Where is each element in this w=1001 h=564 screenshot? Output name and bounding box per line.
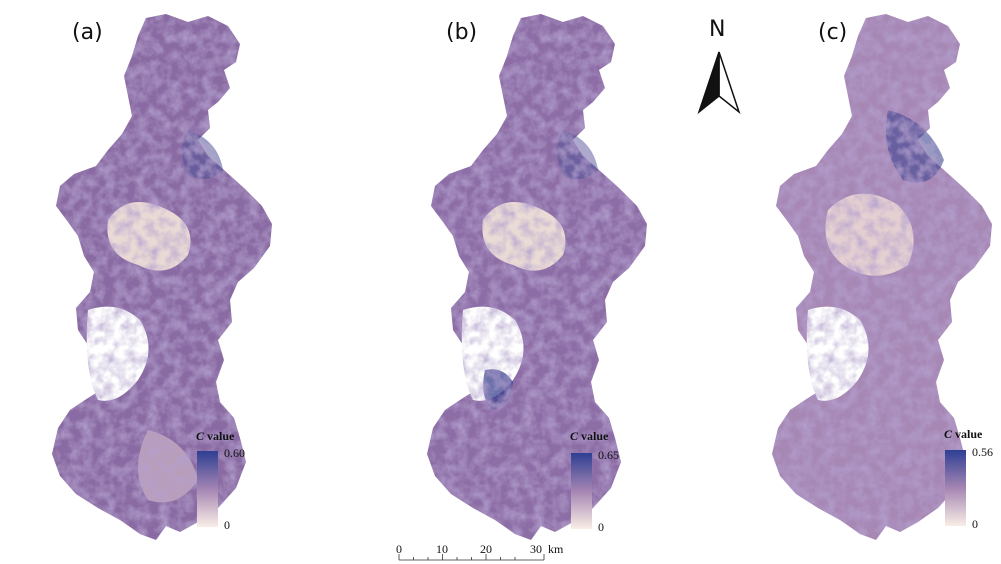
scale-tick-30: 30 xyxy=(530,542,542,556)
legend-var-a: C xyxy=(196,429,205,443)
legend-min-c: 0 xyxy=(972,517,978,531)
scale-tick-10: 10 xyxy=(436,542,448,556)
region-map-c xyxy=(772,14,992,540)
legend-var-c: C xyxy=(944,427,953,441)
panel-label-b: (b) xyxy=(446,20,478,45)
panel-label-a: (a) xyxy=(72,20,103,45)
scale-tick-20: 20 xyxy=(480,542,492,556)
legend-title-b: C value xyxy=(570,429,608,444)
north-arrow-icon xyxy=(697,51,741,115)
legend-max-b: 0.65 xyxy=(598,448,619,462)
scale-tick-0: 0 xyxy=(396,542,402,556)
legend-colorbar-a xyxy=(197,451,218,527)
scale-bar xyxy=(398,554,545,561)
legend-word-a: value xyxy=(207,429,235,443)
legend-min-a: 0 xyxy=(224,518,230,532)
legend-word-b: value xyxy=(581,429,609,443)
panel-label-c: (c) xyxy=(818,20,848,45)
legend-title-c: C value xyxy=(944,427,982,442)
legend-title-a: C value xyxy=(196,429,234,444)
legend-min-b: 0 xyxy=(598,520,604,534)
legend-colorbar-b xyxy=(571,453,592,529)
north-letter: N xyxy=(709,17,726,42)
legend-word-c: value xyxy=(955,427,983,441)
legend-var-b: C xyxy=(570,429,579,443)
legend-colorbar-c xyxy=(945,450,966,526)
legend-max-c: 0.56 xyxy=(972,445,993,459)
legend-max-a: 0.60 xyxy=(224,446,245,460)
region-map-b xyxy=(427,14,647,540)
region-map-a xyxy=(52,14,272,540)
scale-unit: km xyxy=(548,542,564,556)
